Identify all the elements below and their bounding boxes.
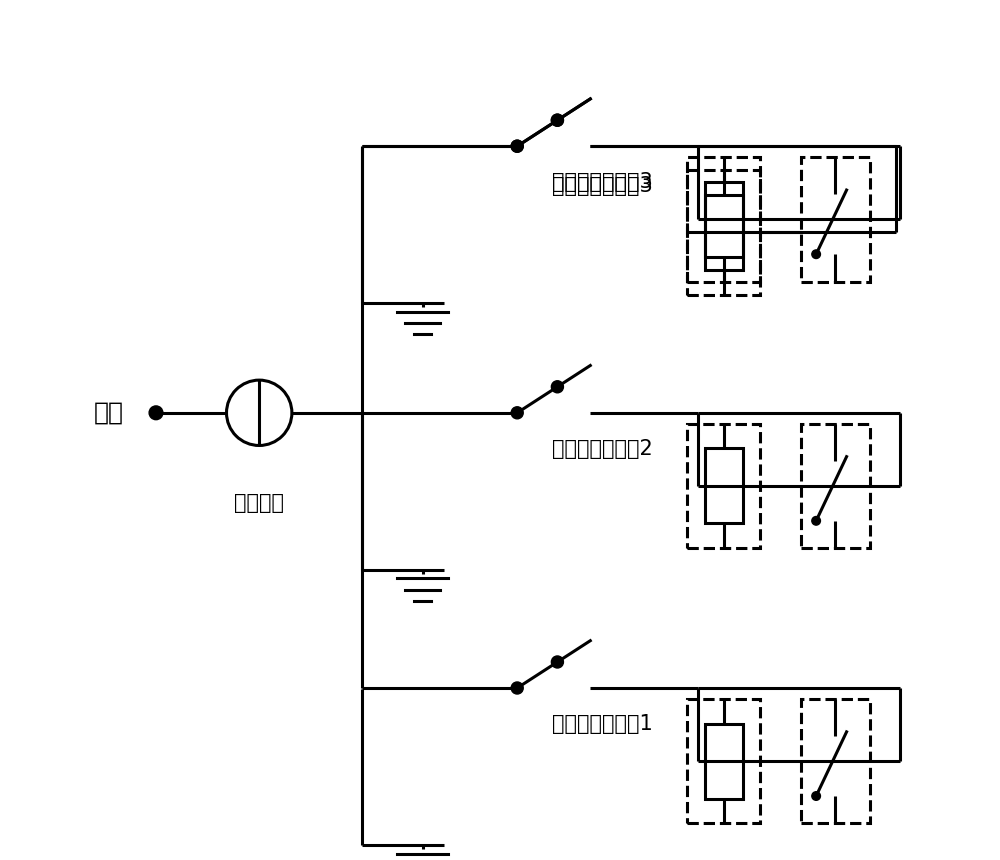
Bar: [687, 157, 760, 282]
Circle shape: [551, 114, 563, 126]
Circle shape: [551, 656, 563, 668]
Bar: [801, 698, 870, 824]
Bar: [687, 170, 760, 295]
Bar: [705, 182, 743, 257]
Circle shape: [511, 140, 523, 152]
Circle shape: [812, 517, 820, 525]
Bar: [705, 724, 743, 798]
Text: 电源: 电源: [94, 401, 124, 425]
Bar: [687, 698, 760, 824]
Circle shape: [149, 406, 163, 420]
Circle shape: [812, 792, 820, 801]
Circle shape: [551, 114, 563, 126]
Text: 继电器控制开关3: 继电器控制开关3: [552, 172, 652, 192]
Text: 电流监测: 电流监测: [234, 493, 284, 513]
Text: 继电器控制开关1: 继电器控制开关1: [552, 714, 652, 734]
Text: 继电器控制开关2: 继电器控制开关2: [552, 439, 652, 458]
Bar: [801, 157, 870, 282]
Circle shape: [511, 140, 523, 152]
Circle shape: [511, 407, 523, 419]
Bar: [705, 195, 743, 270]
Bar: [801, 424, 870, 549]
Circle shape: [551, 381, 563, 393]
Bar: [687, 424, 760, 549]
Bar: [705, 449, 743, 523]
Circle shape: [812, 250, 820, 259]
Circle shape: [511, 682, 523, 694]
Text: 继电器控制开关3: 继电器控制开关3: [552, 176, 652, 196]
